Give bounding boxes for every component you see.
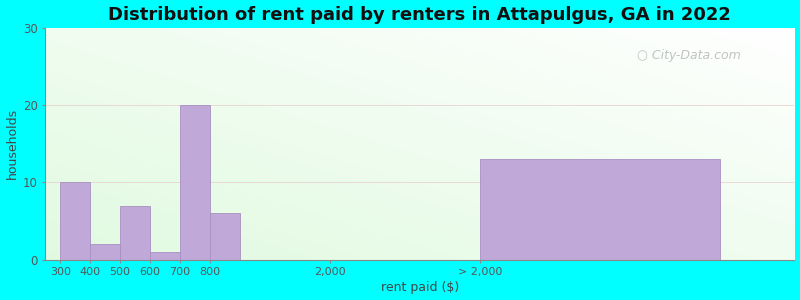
X-axis label: rent paid ($): rent paid ($) <box>381 281 459 294</box>
Y-axis label: households: households <box>6 108 18 179</box>
Bar <box>480 159 719 260</box>
Bar <box>90 244 120 260</box>
Text: ○ City-Data.com: ○ City-Data.com <box>637 49 741 62</box>
Bar <box>150 252 180 260</box>
Title: Distribution of rent paid by renters in Attapulgus, GA in 2022: Distribution of rent paid by renters in … <box>109 6 731 24</box>
Bar <box>210 213 240 260</box>
Bar <box>60 182 90 260</box>
Bar <box>120 206 150 260</box>
Bar <box>180 105 210 260</box>
